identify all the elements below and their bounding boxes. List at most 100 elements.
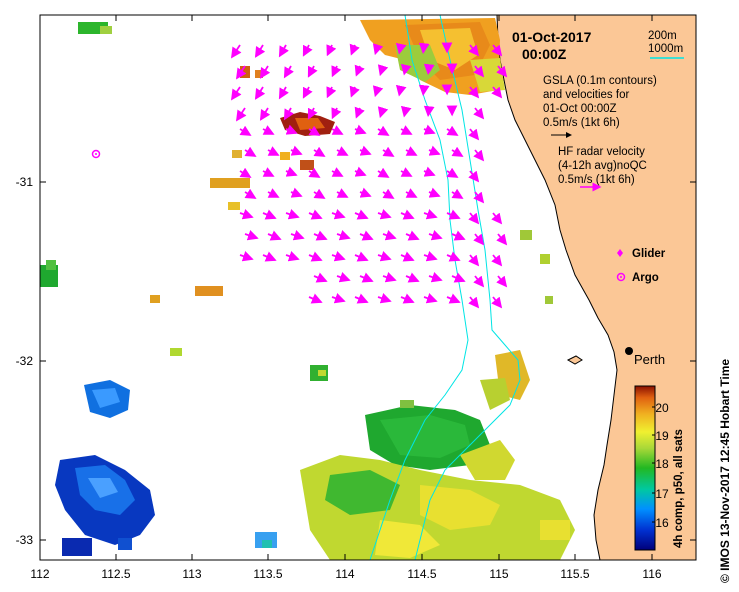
velocity-arrow [231,44,242,59]
velocity-arrow [336,230,351,241]
x-tick-label: 113 [182,567,201,581]
glider-legend: Glider [617,248,666,260]
velocity-arrow [302,44,313,57]
y-tick-label: -31 [16,175,34,189]
velocity-arrow [354,106,365,119]
velocity-arrow [468,44,480,57]
velocity-arrows [231,42,508,309]
velocity-arrow [451,230,466,241]
velocity-arrow [278,86,289,100]
velocity-arrow [491,296,503,309]
colorbar-label: 4h comp, p50, all sats [673,429,685,548]
gsla-text-1: GSLA (0.1m contours) [543,75,657,87]
velocity-arrow [308,251,323,262]
velocity-arrow [423,166,436,177]
contour-1000m-label: 1000m [648,43,683,55]
perth-marker [625,347,633,355]
velocity-arrow [377,125,390,136]
velocity-arrow [307,65,318,78]
velocity-arrow [267,188,280,198]
velocity-arrow [451,146,464,157]
velocity-arrow [354,251,369,262]
velocity-arrow [382,230,397,241]
velocity-arrow [400,167,413,177]
velocity-arrow [331,65,342,78]
x-axis: 112 112.5 113 113.5 114 114.5 115 115.5 116 [30,15,662,581]
velocity-arrow [428,272,443,283]
perth-label: Perth [634,352,665,367]
gsla-text-3: 01-Oct 00:00Z [543,103,617,115]
velocity-arrow [496,275,508,288]
velocity-arrow [308,167,321,178]
velocity-arrow [239,251,254,262]
velocity-arrow [349,85,360,98]
gsla-text-2: and velocities for [543,89,629,101]
velocity-arrow [468,296,480,309]
velocity-arrow [285,209,300,220]
rottnest-island [566,355,583,365]
velocity-arrow [400,209,415,220]
velocity-arrow [446,251,461,262]
velocity-arrow [336,272,351,283]
velocity-arrow [331,209,346,220]
velocity-arrow [405,188,418,198]
velocity-arrow [405,230,420,241]
velocity-arrow [336,146,349,156]
velocity-arrow [496,233,508,246]
velocity-arrow [423,124,436,135]
velocity-arrow [239,167,252,178]
svg-text:Glider: Glider [632,248,666,260]
velocity-arrow [405,272,420,283]
velocity-arrow [423,105,435,117]
velocity-arrow [259,65,271,79]
velocity-arrow [231,86,242,101]
velocity-arrow [290,145,303,156]
velocity-arrow [400,63,412,76]
velocity-arrow [377,293,392,304]
velocity-arrow [377,64,389,77]
velocity-arrow [359,187,372,198]
velocity-arrow [244,230,259,241]
velocity-arrow [331,167,344,177]
contour-200m-label: 200m [648,30,677,42]
velocity-arrow [468,170,480,183]
y-tick-label: -32 [16,354,34,368]
velocity-arrow [382,146,395,157]
velocity-arrow [239,209,254,220]
velocity-arrow [395,84,407,97]
velocity-arrow [326,86,337,99]
velocity-arrow [290,187,303,198]
date-line-1: 01-Oct-2017 [512,29,592,45]
svg-text:Argo: Argo [632,272,659,284]
velocity-arrow [236,107,247,122]
velocity-arrow [254,44,266,58]
velocity-arrow [400,125,413,135]
velocity-arrow [428,230,443,241]
velocity-arrow [446,209,461,220]
velocity-arrow [377,167,390,178]
y-tick-label: -33 [16,533,34,547]
x-tick-label: 113.5 [253,567,282,581]
velocity-arrow [313,188,326,199]
velocity-arrow [326,44,337,57]
x-tick-label: 115 [489,567,508,581]
velocity-arrow [359,230,374,241]
hf-text-3: 0.5m/s (1kt 6h) [558,174,635,186]
velocity-arrow [377,209,392,220]
velocity-arrow [254,86,266,100]
x-tick-label: 115.5 [560,567,589,581]
velocity-arrow [468,212,480,225]
colorbar: 20 19 18 17 16 4h comp, p50, all sats [634,385,685,551]
velocity-arrow [446,125,459,136]
hf-text-1: HF radar velocity [558,146,645,158]
velocity-arrow [428,145,441,156]
colorbar-tick-label: 20 [655,401,669,415]
velocity-arrow [302,86,313,99]
velocity-arrow [239,125,252,136]
velocity-arrow [308,293,323,304]
hf-text-2: (4-12h avg)noQC [558,160,647,172]
velocity-arrow [491,86,503,99]
velocity-arrow [473,107,485,120]
velocity-arrow [491,254,503,267]
gsla-text-4: 0.5m/s (1kt 6h) [543,117,620,129]
